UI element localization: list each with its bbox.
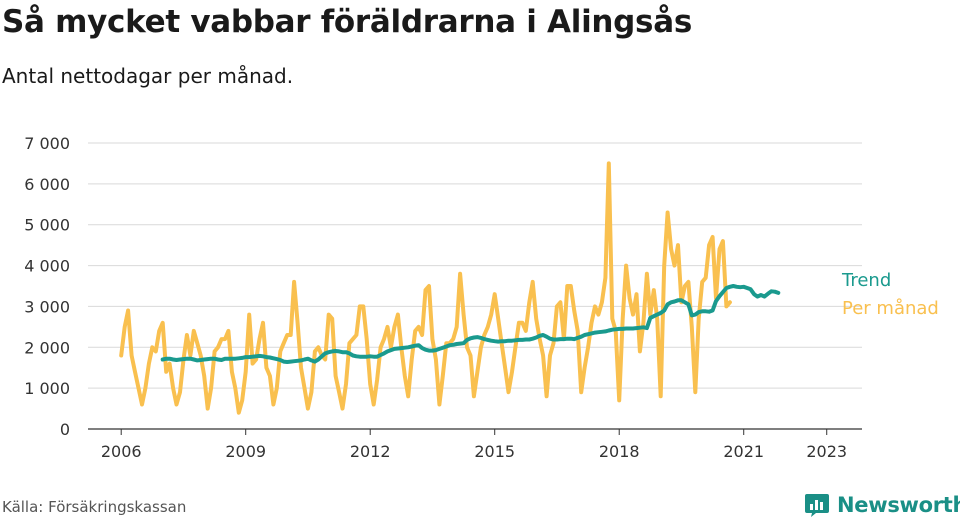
brand-logo[interactable]: Newsworthy [804,490,960,520]
legend: Per månad Trend [841,270,939,319]
series-layer [119,161,781,415]
x-tick-label: 2009 [225,442,266,461]
y-tick-label: 7 000 [24,134,70,153]
y-tick-label: 5 000 [24,216,70,235]
brand-name: Newsworthy [837,493,960,517]
x-tick-label: 2023 [806,442,847,461]
legend-label-trend: Trend [841,270,891,291]
chart-subtitle: Antal nettodagar per månad. [2,64,294,88]
x-tick-label: 2012 [350,442,391,461]
series-line-trend [160,284,781,364]
newsworthy-logo-icon [805,494,829,517]
x-tick-label: 2021 [723,442,764,461]
x-tick-label: 2015 [474,442,515,461]
series-line-per-m-nad [119,161,732,415]
source-note: Källa: Försäkringskassan [2,498,187,516]
legend-label-per-m-nad: Per månad [842,298,939,319]
gridlines [88,142,862,389]
y-tick-label: 2 000 [24,338,70,357]
line-chart: 0 1 000 2 000 3 000 4 000 5 000 6 000 7 000 2006… [24,134,939,461]
y-tick-label: 4 000 [24,257,70,276]
x-tick-label: 2018 [599,442,640,461]
chart-title: Så mycket vabbar föräldrarna i Alingsås [2,4,692,40]
y-tick-label: 1 000 [24,379,70,398]
axes: 0 1 000 2 000 3 000 4 000 5 000 6 000 7 000 2006… [24,134,862,461]
y-tick-label: 3 000 [24,297,70,316]
y-tick-label: 0 [60,420,70,439]
x-tick-label: 2006 [101,442,142,461]
y-tick-label: 6 000 [24,175,70,194]
